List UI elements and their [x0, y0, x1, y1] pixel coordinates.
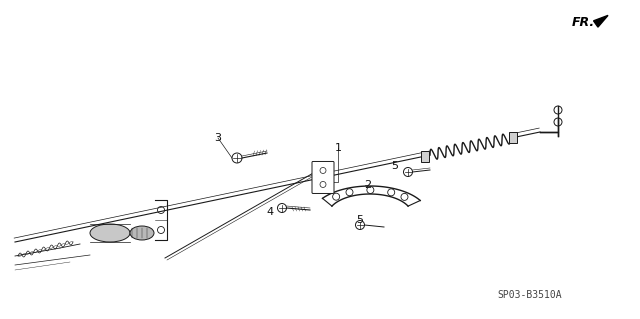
- Text: 5: 5: [392, 161, 399, 171]
- Text: FR.: FR.: [572, 17, 595, 29]
- Text: 5: 5: [356, 215, 364, 225]
- FancyBboxPatch shape: [312, 161, 334, 193]
- Text: 1: 1: [335, 143, 342, 153]
- Ellipse shape: [90, 224, 130, 242]
- Polygon shape: [593, 15, 608, 27]
- Ellipse shape: [130, 226, 154, 240]
- Bar: [421, 151, 429, 162]
- Text: 4: 4: [266, 207, 273, 217]
- Bar: [509, 132, 517, 143]
- Text: SP03-B3510A: SP03-B3510A: [498, 290, 563, 300]
- Text: 3: 3: [214, 133, 221, 143]
- Text: 2: 2: [364, 180, 372, 190]
